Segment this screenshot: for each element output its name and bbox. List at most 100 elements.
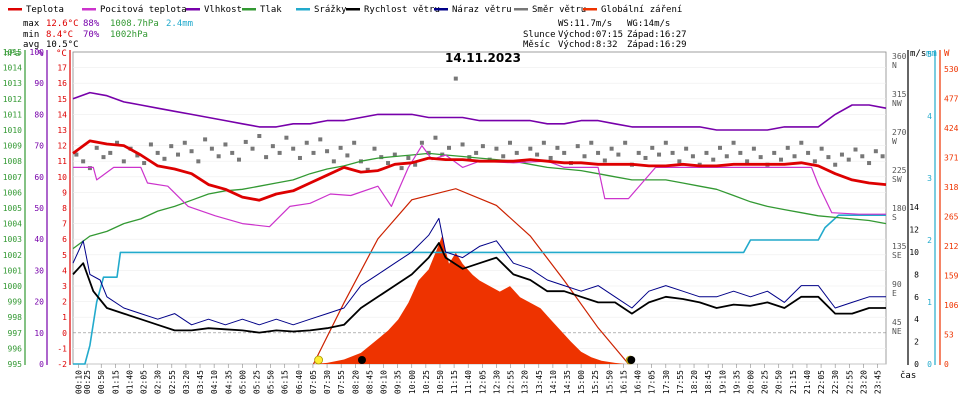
wind-direction-point [474, 150, 479, 155]
wind-direction-point [338, 145, 343, 150]
x-tick-label: 09:10 [380, 370, 389, 394]
tick-dir-label: NE [892, 327, 902, 336]
tick-hpa: 1009 [3, 142, 22, 151]
stat-max-temp: 12.6°C [46, 19, 79, 29]
series-temperature [72, 139, 887, 202]
tick-pct: 60 [34, 173, 44, 182]
moon-label: Měsíc [523, 40, 550, 50]
tick-pct: 90 [34, 79, 44, 88]
wind-direction-point [311, 150, 316, 155]
x-tick-label: 23:20 [859, 370, 868, 394]
legend-label: Pocitová teplota [100, 5, 187, 15]
wind-direction-point [148, 142, 153, 147]
tick-dir-label: SW [892, 175, 902, 184]
x-tick-label: 00:10 [75, 370, 84, 394]
x-tick-label: 09:35 [394, 370, 403, 394]
wind-direction-point [392, 152, 397, 157]
x-tick-label: 20:00 [747, 370, 756, 394]
tick-degc: 3 [62, 282, 67, 291]
tick-hpa: 1002 [3, 251, 22, 260]
x-tick-label: 02:30 [154, 370, 163, 394]
x-tick-label: 05:25 [252, 370, 261, 394]
tick-w: 318 [944, 183, 959, 192]
x-tick-label: 23:45 [874, 370, 883, 394]
tick-mm: 5 [927, 50, 932, 59]
tick-dir-label: W [892, 137, 897, 146]
tick-hpa: 1011 [3, 110, 22, 119]
x-tick-label: 10:00 [408, 370, 417, 394]
x-axis-ticks: 00:10 00:25 00:50 01:15 01:40 02:05 02:30 02:55… [75, 364, 883, 394]
x-tick-label: 10:50 [436, 370, 445, 394]
legend-swatch [346, 8, 360, 11]
legend-swatch [186, 8, 200, 11]
x-tick-label: 12:05 [478, 370, 487, 394]
legend-swatch [8, 8, 22, 11]
tick-w: 53 [944, 331, 954, 340]
wind-direction-point [657, 152, 662, 157]
wind-direction-point [386, 161, 391, 166]
wind-direction-point [535, 152, 540, 157]
stat-min-temp: 8.4°C [46, 30, 73, 40]
tick-hpa: 1012 [3, 95, 22, 104]
wind-direction-point [487, 157, 492, 162]
wind-direction-point [562, 150, 567, 155]
wind-direction-point [81, 159, 86, 164]
x-tick-label: 17:55 [676, 370, 685, 394]
series-humidity [72, 91, 887, 131]
legend-swatch [242, 8, 256, 11]
tick-dir-deg: 225 [892, 166, 907, 175]
tick-degc: -2 [57, 360, 67, 369]
x-tick-label: 03:45 [196, 370, 205, 394]
tick-ms: 10 [909, 248, 919, 257]
x-tick-label: 04:35 [224, 370, 233, 394]
legend-label: Náraz větru [452, 5, 512, 15]
wind-direction-point [169, 144, 174, 149]
tick-dir-label: E [892, 289, 897, 298]
wind-direction-point [833, 162, 838, 167]
wind-direction-point [121, 159, 126, 164]
stat-min-label: min [23, 30, 39, 40]
axis-unit-ms: m/s [910, 49, 926, 59]
stat-max-hum: 88% [83, 19, 100, 29]
x-tick-label: 05:00 [238, 370, 247, 394]
wind-direction-point [196, 159, 201, 164]
wind-direction-point [663, 140, 668, 145]
wind-ws: WS:11.7m/s [558, 19, 612, 29]
legend: Teplota Pocitová teplota Vlhkost Tlak Srážky… [8, 5, 682, 15]
tick-w: 424 [944, 124, 959, 133]
wind-direction-point [724, 154, 729, 159]
wind-direction-point [318, 137, 323, 142]
stat-max-label: max [23, 19, 40, 29]
stat-avg-temp: 10.5°C [46, 40, 79, 50]
wind-direction-point [480, 144, 485, 149]
x-tick-label: 17:30 [662, 370, 671, 394]
wind-direction-point [284, 135, 289, 140]
x-tick-label: 12:55 [507, 370, 516, 394]
tick-dir-deg: 135 [892, 242, 907, 251]
tick-pct: 10 [34, 329, 44, 338]
wind-direction-point [94, 145, 99, 150]
x-tick-label: 00:50 [97, 370, 106, 394]
tick-hpa: 996 [8, 344, 23, 353]
wind-direction-point [250, 146, 255, 151]
tick-hpa: 1006 [3, 188, 22, 197]
wind-direction-point [189, 149, 194, 154]
tick-pct: 50 [34, 204, 44, 213]
wind-direction-point [785, 145, 790, 150]
x-tick-label: 22:30 [831, 370, 840, 394]
x-tick-label: 10:25 [422, 370, 431, 394]
axis-unit-mm: mm [926, 49, 937, 59]
tick-hpa: 998 [8, 313, 23, 322]
stat-min-hum: 70% [83, 30, 100, 40]
wind-direction-point [101, 155, 106, 160]
wind-direction-point [182, 140, 187, 145]
tick-dir-deg: 270 [892, 128, 907, 137]
wind-wg: WG:14m/s [627, 19, 670, 29]
tick-hpa: 1000 [3, 282, 22, 291]
legend-label: Teplota [26, 5, 64, 15]
wind-direction-point [853, 147, 858, 152]
wind-direction-point [718, 145, 723, 150]
tick-degc: 5 [62, 251, 67, 260]
wind-direction-point [372, 146, 377, 151]
wind-direction-point [176, 152, 181, 157]
